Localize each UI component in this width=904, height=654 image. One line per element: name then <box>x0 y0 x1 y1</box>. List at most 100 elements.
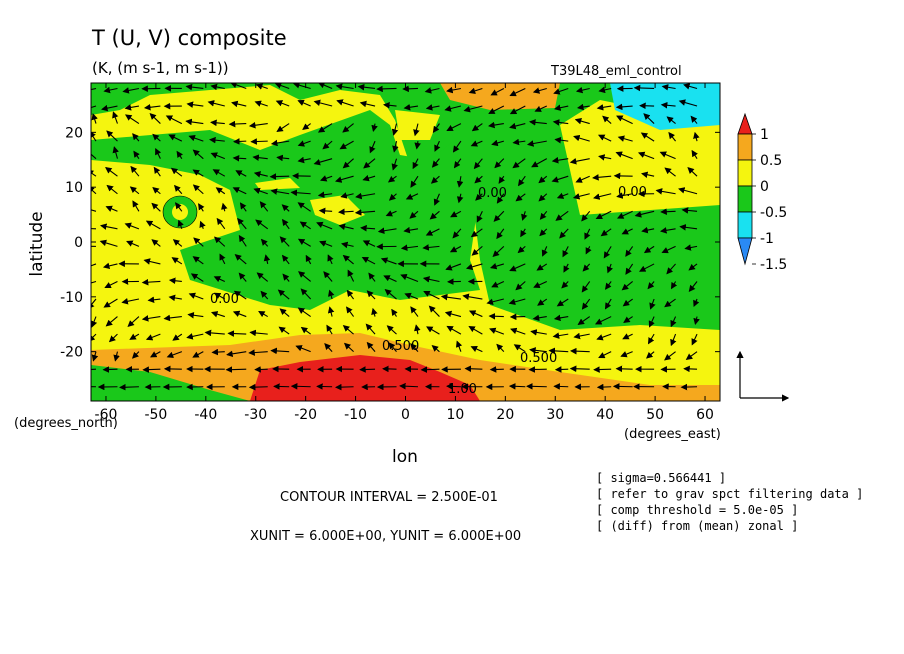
wind-vector <box>186 101 204 108</box>
wind-vector <box>102 262 118 270</box>
colorbar-tick-label: -1 <box>760 231 774 247</box>
wind-vector <box>145 220 161 230</box>
wind-vector <box>106 184 118 195</box>
wind-vector <box>228 120 247 128</box>
wind-vector <box>661 245 676 254</box>
wind-vector <box>91 298 97 310</box>
wind-vector <box>593 366 612 373</box>
x-tick-label: -50 <box>144 407 167 423</box>
wind-vector <box>670 333 677 347</box>
wind-vector <box>122 87 140 94</box>
run-label: T39L48_eml_control <box>550 64 682 79</box>
wind-vector <box>235 170 247 177</box>
wind-vector <box>691 333 698 346</box>
colorbar-tick-label: 0 <box>760 179 769 195</box>
wind-vector <box>528 119 547 126</box>
wind-vector <box>187 311 204 319</box>
contour-label: 0.00 <box>210 292 239 307</box>
wind-vector <box>302 123 311 131</box>
wind-vector <box>384 289 397 300</box>
wind-vector <box>670 316 677 328</box>
wind-vector <box>491 280 505 288</box>
wind-vector <box>431 345 440 353</box>
wind-vector <box>165 115 183 125</box>
contour-label: 0.500 <box>520 351 557 366</box>
wind-vector <box>515 193 526 202</box>
colorbar-segment <box>737 159 753 187</box>
wind-vector <box>210 119 225 127</box>
wind-vector <box>666 116 676 125</box>
wind-vector <box>559 228 569 239</box>
wind-vector <box>660 227 676 234</box>
wind-vector <box>132 200 140 212</box>
wind-vector <box>313 99 333 107</box>
wind-vector <box>620 351 633 358</box>
wind-vector <box>596 333 612 341</box>
wind-vector <box>681 207 698 214</box>
x-tick-label: -10 <box>344 407 367 423</box>
wind-vector <box>359 100 376 108</box>
wind-vector <box>142 366 161 373</box>
wind-vector <box>425 104 440 111</box>
wind-vector <box>168 134 183 142</box>
wind-vector <box>510 327 526 335</box>
wind-vector <box>600 228 612 237</box>
wind-vector <box>664 298 676 308</box>
wind-vector <box>556 192 569 199</box>
wind-vector <box>382 102 397 109</box>
wind-vector <box>279 236 290 247</box>
wind-vector <box>292 83 311 90</box>
wind-vector <box>151 202 161 212</box>
wind-vector <box>192 184 204 195</box>
wind-vector <box>377 227 397 234</box>
wind-vector <box>270 347 290 355</box>
wind-vector <box>649 298 656 310</box>
wind-vector <box>508 383 526 390</box>
wind-vector <box>622 333 633 340</box>
wind-vector <box>141 315 161 322</box>
wind-vector <box>276 123 290 133</box>
x-unit-label: (degrees_east) <box>624 427 721 442</box>
wind-vector <box>256 272 269 282</box>
note-line: [ sigma=0.566441 ] <box>596 471 726 485</box>
wind-vector <box>463 105 483 113</box>
wind-vector <box>362 240 376 247</box>
wind-vector <box>539 228 548 237</box>
wind-vector <box>112 146 119 159</box>
wind-vector <box>529 347 547 354</box>
wind-vector <box>452 228 462 239</box>
wind-vector <box>219 253 226 265</box>
wind-vector <box>532 87 547 94</box>
wind-vector <box>234 254 247 265</box>
wind-vector <box>446 86 462 94</box>
wind-vector <box>391 123 399 136</box>
wind-vector <box>562 246 569 258</box>
wind-vector <box>103 86 118 94</box>
wind-vector <box>211 311 225 318</box>
field-negative-region-southwest <box>91 365 250 401</box>
wind-vector <box>685 351 698 360</box>
wind-vector <box>237 217 247 230</box>
wind-vector <box>616 115 633 125</box>
wind-vector <box>297 99 311 107</box>
wind-vector <box>385 210 397 217</box>
wind-vector <box>581 298 591 310</box>
wind-vector <box>168 294 182 302</box>
wind-vector <box>297 307 311 318</box>
wind-vector <box>643 113 655 124</box>
wind-vector <box>538 193 548 202</box>
wind-vector <box>414 141 421 150</box>
wind-vector <box>248 383 268 391</box>
wind-vector <box>409 210 419 219</box>
wind-vector <box>215 187 226 195</box>
wind-vector <box>490 87 505 96</box>
wind-vector <box>211 348 225 356</box>
wind-vector <box>192 169 204 177</box>
wind-vector <box>316 221 333 230</box>
wind-vector <box>569 158 590 165</box>
wind-vector <box>488 105 505 114</box>
wind-vector <box>190 273 204 282</box>
wind-vector <box>334 175 354 183</box>
wind-vector <box>541 246 548 257</box>
wind-vector <box>585 246 592 255</box>
